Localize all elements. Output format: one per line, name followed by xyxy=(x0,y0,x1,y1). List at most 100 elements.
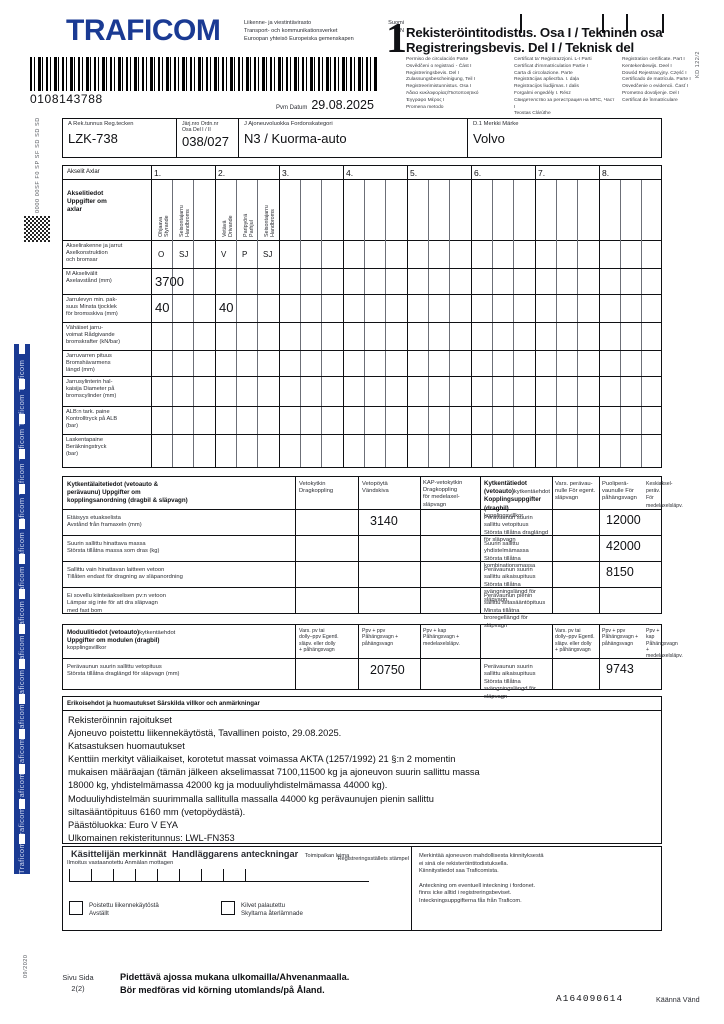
org-line-0-code: Suomi xyxy=(388,20,404,26)
page-value: 2(2) xyxy=(71,984,85,993)
document-code: A164090614 xyxy=(556,993,624,1004)
axle-section-label: Akselitiedot Uppgifter om axlar xyxy=(67,190,107,213)
handler-title-extra: Toimipaikan leima xyxy=(304,853,350,859)
coupling-left-col-0: Vetokytkin Dragkoppling xyxy=(299,481,334,495)
class-value: N3 / Kuorma-auto xyxy=(244,131,347,147)
order-label: Järj.nro Ordn.nr Osa Del I / II xyxy=(182,121,219,133)
translation-line: Permiso de circulación Parte xyxy=(406,57,469,62)
traficom-logo: TRAFICOM xyxy=(66,14,221,47)
row-3-right-label: Perävaunun pienin sallittu siltasääntöpi… xyxy=(484,593,546,629)
axle-row-2-axle1-value: 40 xyxy=(155,300,170,315)
translation-line: Άδεια κυκλοφορίας/Πιστοποιητικό xyxy=(406,90,479,96)
row-0-right-label: Perävaunun suurin sallittu vetopituus St… xyxy=(484,515,549,544)
row-0-left-label: Etäisyys etuakselista Avstånd från frama… xyxy=(67,515,142,529)
row-1-left-label: Suurin sallittu hinattava massa Största … xyxy=(67,541,160,555)
axle-subcol-divider xyxy=(257,180,258,467)
axle-feature-label: Ohjaava Styrande xyxy=(158,215,171,237)
axle-row-label-6: ALB:n tark. paine Kontrolltryck på ALB (… xyxy=(66,409,118,430)
title-sv: Registreringsbevis. Del I / Teknisk del xyxy=(406,39,634,55)
special-conditions-box: Erikoisehdot ja huomautukset Särskilda v… xyxy=(62,696,662,844)
security-strip: Traficom Traficom Traficom Traficom Traf… xyxy=(14,344,30,874)
module-left-col-0: Vars. pv tai dolly–ppv Egentl. släpv. el… xyxy=(299,628,339,653)
module-right-col-1: Ppv + ppv Påhängsvagn + påhängsvagn xyxy=(602,628,639,647)
handler-note-fi: Merkintää ajoneuvon mahdollisesta kiinni… xyxy=(419,853,544,875)
axle-subcol-divider xyxy=(577,180,578,467)
axle-row-rule-5 xyxy=(63,376,661,377)
axle-row-label-3: Vähäiset jarru- voimat Rådgivande bromsk… xyxy=(66,325,121,346)
handler-comb-field[interactable] xyxy=(69,869,369,882)
axle-corner-label: Akselit Axlar xyxy=(67,169,100,175)
translation-line: Registration certificate. Part I xyxy=(622,57,685,62)
translation-line: Kentekenbewijs. Deel I xyxy=(622,63,672,69)
checkbox-deregistered[interactable] xyxy=(69,901,83,915)
translations-col-1: Permiso de circulación Parte Osvědčeni o … xyxy=(406,57,508,118)
axle-row-rule-7 xyxy=(63,434,661,435)
translation-line: Certificado de matrícula. Parte I xyxy=(622,77,691,83)
axle-row-rule-4 xyxy=(63,350,661,351)
axle-col-divider-2 xyxy=(279,166,280,467)
axle-row-label-2: Jarrulevyn min. pak- suus Minsta tjockle… xyxy=(66,297,118,318)
page-title: Rekisteröintitodistus. Osa I / Tekninen … xyxy=(406,25,716,55)
footer-note-sv: Bör medföras vid körning utomlands/på Ål… xyxy=(120,984,325,995)
axle-col-divider-7 xyxy=(599,166,600,467)
page-label: Sivu Sida xyxy=(62,973,94,982)
barcode xyxy=(30,57,378,91)
row-0-left-value-1: 20750 xyxy=(370,663,405,677)
axle-subcol-divider xyxy=(428,180,429,467)
row-2-right-value-1: 8150 xyxy=(606,565,634,579)
row-3-left-label: Ei sovellu kiinteäakselisen pv:n vetoon … xyxy=(67,593,166,614)
axle-subcol-divider xyxy=(556,180,557,467)
translation-line: Osvedčenie o evidencii. Časť I xyxy=(622,84,689,90)
axle-subcol-divider xyxy=(236,180,237,467)
translation-line: Свидетелство за регистрация на МПС, Част… xyxy=(514,97,615,110)
order-value: 038/027 xyxy=(182,134,229,149)
translation-line: Certificat ta' Reģistrazzjoni. L-I Parti xyxy=(514,57,592,62)
axle-feature-label: Vetävä Drivande xyxy=(222,215,235,237)
module-data-table: Moduulitiedot (vetoauto)kytkentäehdot Up… xyxy=(62,624,683,700)
coupling-right-header-small2: kopplingsvillkor xyxy=(484,512,524,519)
handler-right-note: Merkintää ajoneuvon mahdollisesta kiinni… xyxy=(419,853,655,906)
title-fi: Rekisteröintitodistus. Osa I / Tekninen … xyxy=(406,25,663,40)
handler-note-sv: Anteckning om eventuell inteckning i for… xyxy=(419,882,536,904)
date-value: 29.08.2025 xyxy=(311,98,374,112)
vehicle-identity-row: A Rek.tunnus Reg.tecken LZK-738 Järj.nro… xyxy=(62,118,662,158)
turn-over-label: Käännä Vänd xyxy=(656,995,700,1004)
row-0-right-value-1: 12000 xyxy=(606,513,641,527)
reg-value: LZK-738 xyxy=(68,131,118,147)
checkbox-plates-returned[interactable] xyxy=(221,901,235,915)
axle-row-rule-2 xyxy=(63,294,661,295)
module-header-fi: Moduulitiedot (vetoauto) xyxy=(67,629,140,636)
axle-subcol-divider xyxy=(449,180,450,467)
footer-note-fi: Pidettävä ajossa mukana ulkomailla/Ahven… xyxy=(120,972,350,982)
module-right-col-2: Ppv + kap Påhängsvagn + medelaxelsläpv. xyxy=(646,628,683,660)
handler-notes-box: Käsittelijän merkinnät Handläggarens ant… xyxy=(62,846,662,931)
date-label: Pvm Datum xyxy=(276,105,308,111)
axle-subcol-divider xyxy=(492,180,493,467)
handler-title: Käsittelijän merkinnät Handläggarens ant… xyxy=(67,849,349,861)
translations-col-3: Registration certificate. Part I Kenteken… xyxy=(622,57,724,118)
axle-col-divider-1 xyxy=(215,166,216,467)
axle-row-label-0: Akselirakenne ja jarrut Axelkonstruktion… xyxy=(66,243,123,264)
translation-line: Osvědčeni o registraci - Část I xyxy=(406,63,472,69)
org-line-2-fi: Euroopan yhteisö Europeiska gemenskapen xyxy=(244,36,354,43)
barcode-number: 0108143788 xyxy=(30,92,103,106)
axle-col-number-1: 1. xyxy=(154,168,162,178)
translation-line: Forgalmi engedély I. Rész xyxy=(514,90,571,96)
axle-subcol-divider xyxy=(513,180,514,467)
row-0-right-value-1: 9743 xyxy=(606,662,634,676)
axle-label-divider xyxy=(151,166,152,467)
translation-line: Teostas Clárúthe xyxy=(514,111,551,117)
axle-data-table: Akselit Axlar Akselitiedot Uppgifter om … xyxy=(62,165,662,468)
axle-header-bottom-rule xyxy=(63,240,661,241)
handler-title-fi: Käsittelijän merkinnät xyxy=(71,849,167,859)
translation-line: Dowód Rejestracyjny. Część I xyxy=(622,70,687,76)
coupling-left-header: Kytkentälaitetiedot (vetoauto & perävaun… xyxy=(67,481,188,505)
coupling-right-header-fi: Kytkentätiedot (vetoauto) xyxy=(484,480,527,496)
axle-subcol-divider xyxy=(620,180,621,467)
axle-row-label-4: Jarruvarren pituus Bromshävarmens längd … xyxy=(66,353,112,374)
translation-line: Certificat d'immatriculation Partie I xyxy=(514,63,589,69)
axle-feature-label: Seisontajarru Handbroms xyxy=(179,205,192,237)
security-strip-dashes xyxy=(19,344,25,874)
axle-subcol-divider xyxy=(364,180,365,467)
axle2-mark-0: V xyxy=(221,250,227,259)
